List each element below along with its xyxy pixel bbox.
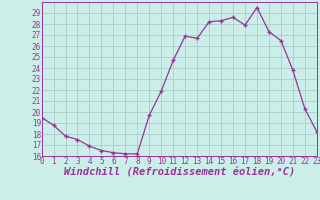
X-axis label: Windchill (Refroidissement éolien,°C): Windchill (Refroidissement éolien,°C) (64, 167, 295, 177)
